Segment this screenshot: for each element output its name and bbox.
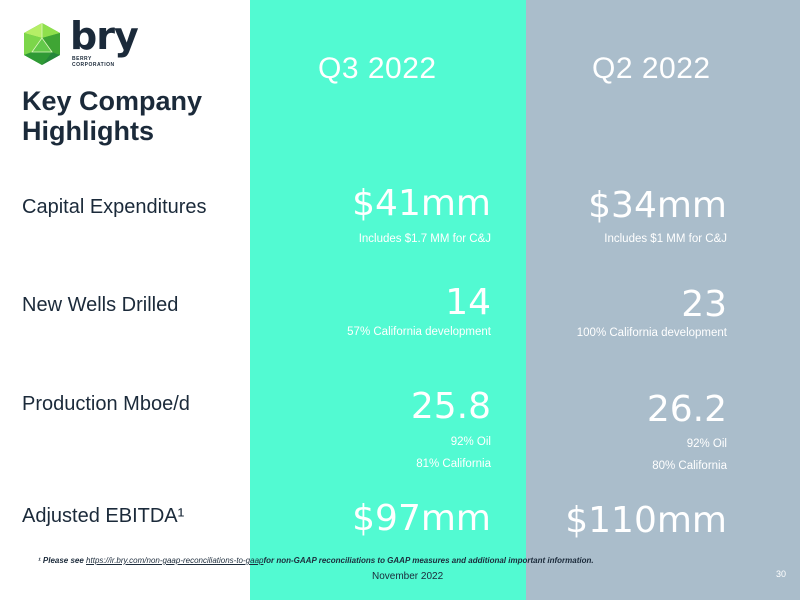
q3-capex-value: $41mm (352, 183, 491, 224)
q2-wells-value: 23 (681, 284, 727, 325)
brand-sub-line-2: CORPORATION (72, 62, 115, 68)
brand-sub-line-1: BERRY (72, 56, 92, 62)
q3-production-value: 25.8 (410, 386, 491, 427)
q2-production-value: 26.2 (646, 389, 727, 430)
page-title: Key Company Highlights (22, 86, 203, 146)
q2-ebitda-value: $110mm (565, 500, 727, 541)
brand-subtitle: BERRY CORPORATION (72, 56, 115, 68)
row-label-ebitda: Adjusted EBITDA¹ (22, 505, 185, 527)
q2-capex-note: Includes $1 MM for C&J (604, 233, 727, 245)
row-label-production: Production Mboe/d (22, 393, 190, 415)
footnote: ¹ Please see https://ir.bry.com/non-gaap… (38, 556, 594, 565)
q2-production-california-note: 80% California (652, 460, 727, 472)
q3-wells-value: 14 (445, 282, 491, 323)
q3-capex-note: Includes $1.7 MM for C&J (358, 233, 491, 245)
q3-ebitda-value: $97mm (352, 498, 491, 539)
row-label-wells: New Wells Drilled (22, 294, 179, 316)
page-number: 30 (776, 569, 787, 579)
footnote-suffix: for non-GAAP reconciliations to GAAP mea… (263, 556, 594, 565)
brand-wordmark: bry (70, 14, 139, 58)
q2-column-background (526, 0, 800, 600)
q2-capex-value: $34mm (588, 185, 727, 226)
column-header-q3: Q3 2022 (318, 52, 437, 85)
q3-wells-note: 57% California development (347, 326, 491, 338)
column-header-q2: Q2 2022 (592, 52, 711, 85)
q3-production-california-note: 81% California (416, 458, 491, 470)
berry-logo: bry BERRY CORPORATION (20, 14, 140, 72)
gem-icon (24, 23, 60, 65)
footnote-prefix: ¹ Please see (38, 556, 87, 565)
q3-column-background (250, 0, 526, 600)
row-label-capex: Capital Expenditures (22, 196, 207, 218)
q3-production-oil-note: 92% Oil (450, 436, 491, 448)
q2-wells-note: 100% California development (576, 327, 727, 339)
presentation-date: November 2022 (372, 571, 444, 582)
q2-production-oil-note: 92% Oil (686, 438, 727, 450)
footnote-link[interactable]: https://ir.bry.com/non-gaap-reconciliati… (86, 556, 264, 565)
